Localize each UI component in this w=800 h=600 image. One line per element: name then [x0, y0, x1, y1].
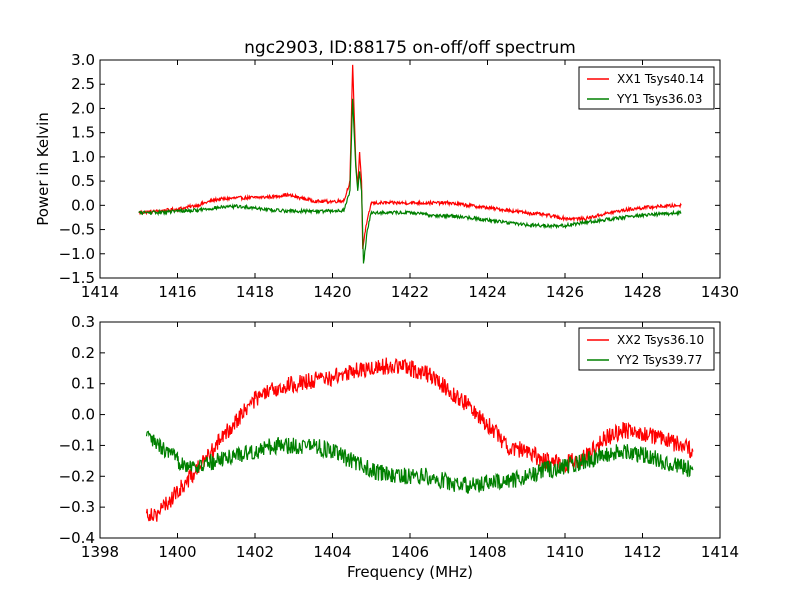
- x-tick-label: 1402: [236, 543, 274, 561]
- y-tick-label: 2.5: [71, 75, 95, 93]
- x-tick-label: 1424: [468, 283, 506, 301]
- x-axis-label: Frequency (MHz): [347, 563, 473, 581]
- x-tick-label: 1416: [158, 283, 196, 301]
- y-tick-label: 1.0: [71, 148, 95, 166]
- x-tick-label: 1426: [546, 283, 584, 301]
- x-tick-label: 1414: [81, 283, 119, 301]
- y-tick-label: 3.0: [71, 51, 95, 69]
- y-tick-label: −0.5: [59, 221, 95, 239]
- x-tick-label: 1422: [391, 283, 429, 301]
- x-tick-label: 1400: [158, 543, 196, 561]
- y-tick-label: 0.3: [71, 313, 95, 331]
- legend-label: XX1 Tsys40.14: [617, 72, 704, 86]
- x-tick-label: 1430: [701, 283, 739, 301]
- y-tick-label: −0.4: [59, 529, 95, 547]
- y-tick-label: 0.2: [71, 344, 95, 362]
- y-tick-label: 0.0: [71, 406, 95, 424]
- x-tick-label: 1406: [391, 543, 429, 561]
- y-axis-label: Power in Kelvin: [34, 112, 52, 226]
- legend-box: [578, 327, 715, 371]
- series-line-top-1: [138, 64, 682, 250]
- y-tick-label: −0.1: [59, 436, 95, 454]
- legend-label: XX2 Tsys36.10: [617, 333, 704, 347]
- y-tick-label: 0.1: [71, 375, 95, 393]
- y-tick-label: −0.2: [59, 467, 95, 485]
- chart-bottom: 1398 1400 1402 1404 1406 1408 1410 1412 1414 −0.4…: [59, 313, 740, 581]
- y-tick-label: 0.5: [71, 172, 95, 190]
- x-tick-label: 1408: [468, 543, 506, 561]
- y-tick-label: 0.0: [71, 196, 95, 214]
- x-tick-label: 1404: [313, 543, 351, 561]
- figure-title: ngc2903, ID:88175 on-off/off spectrum: [244, 38, 576, 58]
- series-line-top-2: [138, 98, 682, 264]
- x-tick-label: 1428: [623, 283, 661, 301]
- series-line-bottom-2: [145, 430, 694, 494]
- y-tick-label: −1.0: [59, 245, 95, 263]
- x-tick-label: 1398: [81, 543, 119, 561]
- legend-label: YY2 Tsys39.77: [616, 353, 702, 367]
- y-tick-label: −0.3: [59, 498, 95, 516]
- series-line-bottom-1: [145, 357, 694, 522]
- legend-box: [578, 66, 715, 110]
- y-tick-label: −1.5: [59, 269, 95, 287]
- x-tick-label: 1420: [313, 283, 351, 301]
- y-tick-label: 1.5: [71, 124, 95, 142]
- legend-label: YY1 Tsys36.03: [616, 92, 702, 106]
- x-tick-label: 1410: [546, 543, 584, 561]
- x-tick-label: 1414: [701, 543, 739, 561]
- x-tick-label: 1418: [236, 283, 274, 301]
- x-tick-label: 1412: [623, 543, 661, 561]
- y-tick-label: 2.0: [71, 99, 95, 117]
- chart-top: 1414 1416 1418 1420 1422 1424 1426 1428 1430 −1.5…: [34, 51, 739, 301]
